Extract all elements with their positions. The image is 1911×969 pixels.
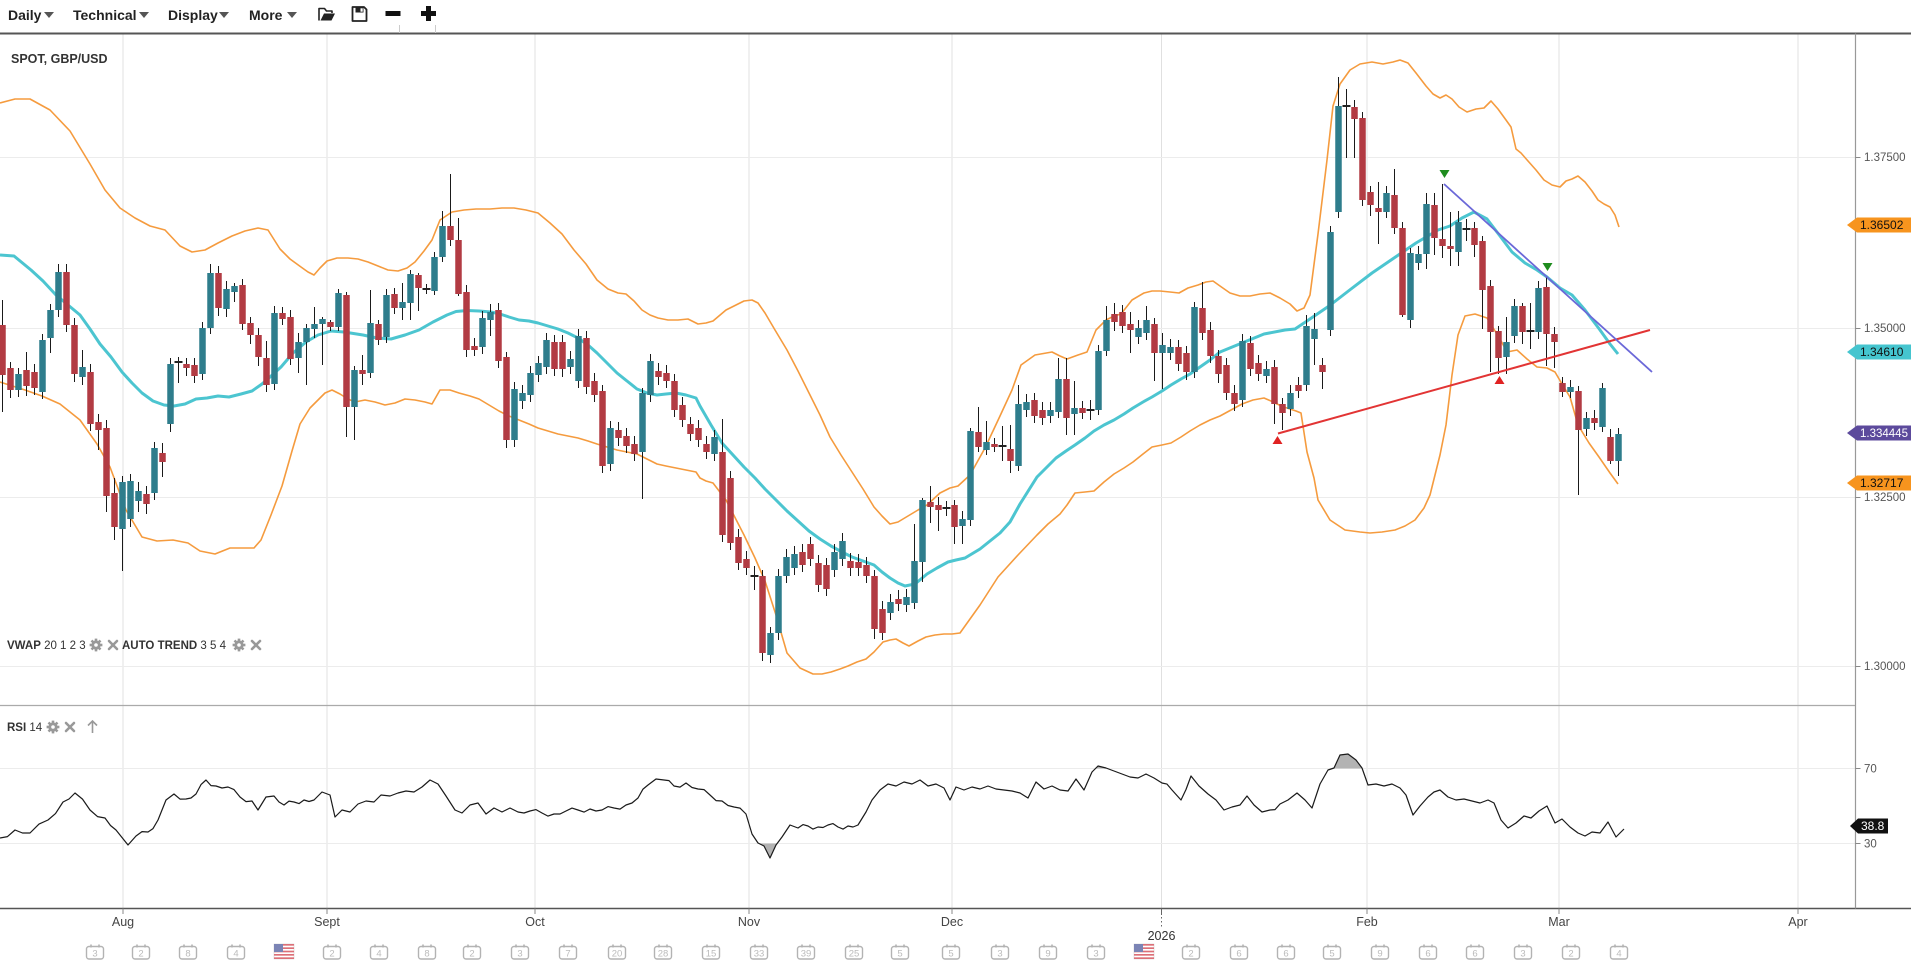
svg-text:2: 2 — [1188, 949, 1193, 960]
svg-text:VWAP 20 1 2 3: VWAP 20 1 2 3 — [7, 640, 86, 652]
svg-text:5: 5 — [1329, 949, 1334, 960]
svg-text:4: 4 — [376, 949, 381, 960]
svg-text:Aug: Aug — [112, 915, 134, 929]
svg-text:Feb: Feb — [1356, 915, 1378, 929]
svg-text:SPOT, GBP/USD: SPOT, GBP/USD — [11, 52, 108, 66]
svg-text:More: More — [249, 7, 283, 23]
svg-text:39: 39 — [801, 949, 812, 960]
svg-text:1.34610: 1.34610 — [1860, 345, 1904, 359]
svg-text:6: 6 — [1283, 949, 1288, 960]
svg-text:1.30000: 1.30000 — [1864, 661, 1906, 673]
svg-text:6: 6 — [1236, 949, 1241, 960]
svg-text:Nov: Nov — [738, 915, 761, 929]
svg-text:1.36502: 1.36502 — [1860, 218, 1904, 232]
svg-text:7: 7 — [565, 949, 570, 960]
svg-text:38.8: 38.8 — [1861, 819, 1885, 833]
svg-text:5: 5 — [948, 949, 953, 960]
svg-text:8: 8 — [424, 949, 429, 960]
svg-text:1.37500: 1.37500 — [1864, 152, 1906, 164]
svg-text:25: 25 — [849, 949, 860, 960]
svg-text:28: 28 — [658, 949, 669, 960]
svg-text:Sept: Sept — [314, 915, 340, 929]
svg-text:2026: 2026 — [1148, 929, 1176, 943]
svg-text:4: 4 — [233, 949, 238, 960]
svg-text:Dec: Dec — [941, 915, 963, 929]
svg-text:1.334445: 1.334445 — [1860, 428, 1908, 440]
svg-text:6: 6 — [1425, 949, 1430, 960]
svg-text:9: 9 — [1377, 949, 1382, 960]
svg-text:Technical: Technical — [73, 7, 137, 23]
svg-text:3: 3 — [1520, 949, 1525, 960]
svg-text:3: 3 — [517, 949, 522, 960]
svg-text:20: 20 — [612, 949, 623, 960]
svg-text:1.32500: 1.32500 — [1864, 492, 1906, 504]
svg-text:RSI 14: RSI 14 — [7, 722, 43, 734]
svg-text:70: 70 — [1864, 764, 1877, 776]
svg-text:3: 3 — [92, 949, 97, 960]
svg-text:3: 3 — [997, 949, 1002, 960]
svg-text:8: 8 — [185, 949, 190, 960]
svg-text:4: 4 — [1616, 949, 1621, 960]
svg-text:6: 6 — [1472, 949, 1477, 960]
svg-text:33: 33 — [754, 949, 765, 960]
svg-text:Display: Display — [168, 7, 218, 23]
svg-text:Mar: Mar — [1548, 915, 1570, 929]
svg-text:2: 2 — [138, 949, 143, 960]
svg-text:2: 2 — [329, 949, 334, 960]
svg-text:1.32717: 1.32717 — [1860, 476, 1904, 490]
svg-text:3: 3 — [1093, 949, 1098, 960]
svg-text:15: 15 — [706, 949, 717, 960]
svg-text:1.35000: 1.35000 — [1864, 323, 1906, 335]
svg-text:Apr: Apr — [1788, 915, 1807, 929]
svg-text:9: 9 — [1045, 949, 1050, 960]
svg-text:5: 5 — [897, 949, 902, 960]
svg-text:2: 2 — [1568, 949, 1573, 960]
svg-text:2: 2 — [469, 949, 474, 960]
svg-text:AUTO TREND 3 5 4: AUTO TREND 3 5 4 — [122, 640, 227, 652]
svg-text:30: 30 — [1864, 839, 1877, 851]
svg-text:Daily: Daily — [8, 7, 42, 23]
svg-text:Oct: Oct — [525, 915, 545, 929]
